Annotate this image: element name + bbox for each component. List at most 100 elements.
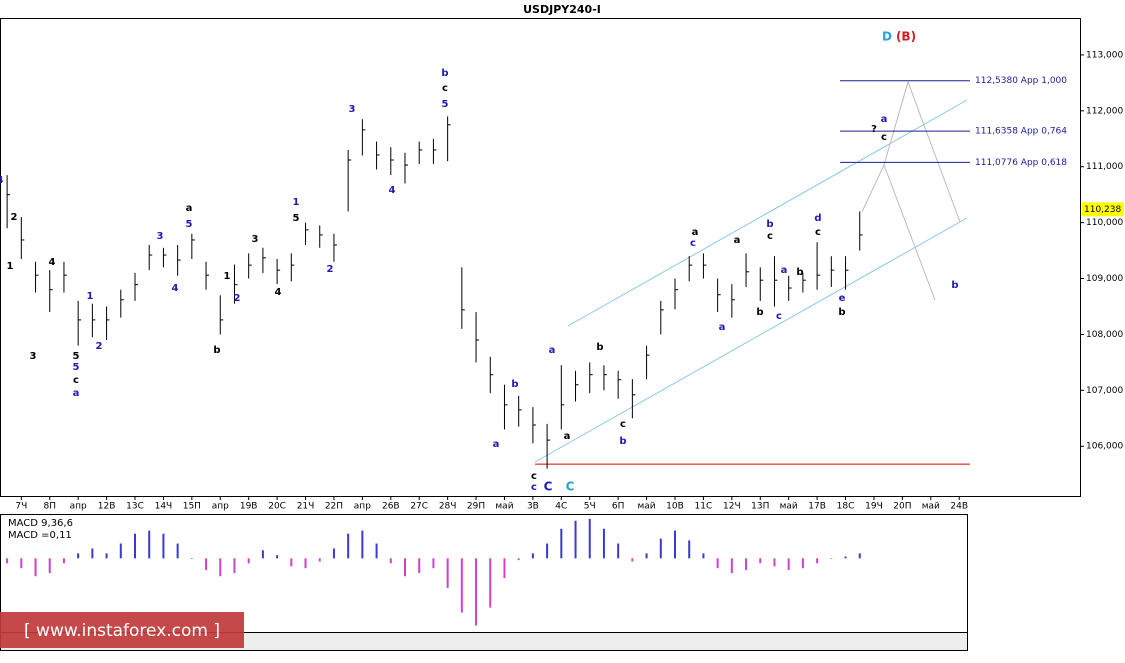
- level-label: 111,6358 App 0,764: [975, 127, 1067, 137]
- wave-label: e: [839, 293, 846, 304]
- wave-label: 4: [275, 287, 282, 298]
- macd-bar: [446, 558, 449, 588]
- x-tick-label: 11С: [695, 502, 713, 512]
- macd-bar: [404, 558, 406, 577]
- x-tick-label: 19Ч: [865, 502, 883, 512]
- wave-label: 1: [293, 197, 300, 208]
- wave-label: c: [531, 471, 537, 482]
- wave-label: 5: [73, 362, 80, 373]
- macd-bar: [304, 558, 307, 569]
- wave-label: c: [73, 375, 79, 386]
- wave-label: c: [442, 83, 448, 94]
- macd-bar: [62, 558, 65, 564]
- wave-label: 4: [389, 185, 396, 196]
- macd-bar: [674, 530, 676, 559]
- wave-label: b: [511, 379, 518, 390]
- x-tick-label: 12В: [98, 502, 116, 512]
- wave-label: 3: [30, 351, 37, 362]
- wave-label: a: [549, 345, 556, 356]
- macd-bar: [247, 558, 250, 564]
- wave-label: 2: [327, 264, 334, 275]
- macd-bar: [389, 558, 392, 564]
- macd-bar: [574, 520, 577, 559]
- macd-bar: [745, 558, 748, 570]
- macd-bar: [347, 533, 350, 559]
- macd-bar: [34, 558, 37, 577]
- macd-bar: [219, 558, 222, 577]
- macd-bar: [432, 558, 435, 569]
- wave-label: 5: [186, 219, 193, 230]
- macd-bar: [48, 558, 51, 574]
- macd-bar: [77, 553, 80, 559]
- channel: [534, 99, 968, 463]
- macd-value: MACD =0,11: [8, 530, 72, 541]
- macd-bar: [20, 558, 23, 569]
- macd-bar: [460, 558, 463, 613]
- macd-bar: [787, 558, 790, 570]
- macd-bar: [205, 558, 208, 570]
- price-frame: [0, 18, 1081, 497]
- x-tick-label: 8П: [43, 502, 56, 512]
- x-tick-label: 20П: [893, 502, 911, 512]
- macd-bar: [659, 538, 662, 559]
- macd-bar: [631, 558, 634, 562]
- x-tick-label: 22П: [325, 502, 343, 512]
- macd-bar: [162, 533, 165, 559]
- macd-bar: [702, 553, 705, 559]
- macd-bar: [716, 558, 719, 569]
- x-tick-label: 7Ч: [15, 502, 27, 512]
- chart-title: USDJPY240-I: [523, 3, 601, 16]
- macd-bar: [190, 558, 193, 559]
- wave-label: 3: [349, 104, 356, 115]
- macd-bar: [176, 543, 179, 559]
- wave-label: 3: [157, 231, 164, 242]
- macd-bar: [489, 558, 492, 608]
- x-tick-label: 24В: [950, 502, 968, 512]
- macd-bar: [361, 530, 364, 559]
- projection-path: [861, 80, 961, 223]
- wave-label: (B): [896, 30, 916, 44]
- wave-label: a: [734, 235, 741, 246]
- projection-alt: [883, 164, 936, 301]
- macd-bar: [858, 553, 861, 559]
- wave-label: 4: [49, 257, 56, 268]
- x-tick-label: 26В: [382, 502, 400, 512]
- wave-label: b: [756, 307, 763, 318]
- macd-bar: [6, 558, 9, 564]
- macd-bar: [759, 558, 762, 564]
- wave-label: c: [815, 227, 821, 238]
- macd-bar: [503, 558, 506, 579]
- macd-bar: [588, 518, 591, 559]
- macd-bar: [844, 556, 847, 559]
- channel-lower: [534, 217, 968, 463]
- macd-bar: [276, 555, 279, 559]
- wave-label: c: [881, 132, 887, 143]
- x-tick-label: 13С: [126, 502, 144, 512]
- last-price-label: 110,238: [1084, 205, 1121, 215]
- wave-label: C: [566, 480, 575, 494]
- wave-label: a: [73, 388, 80, 399]
- level-label: 111,0776 App 0,618: [975, 158, 1067, 168]
- x-tick-label: 19В: [240, 502, 258, 512]
- x-tick-label: май: [780, 502, 798, 512]
- y-tick-label: 108,000: [1086, 330, 1123, 340]
- macd-bar: [531, 553, 534, 559]
- wave-label: 1: [87, 291, 94, 302]
- wave-label: 2: [11, 212, 18, 223]
- x-tick-label: 6П: [612, 502, 625, 512]
- y-tick-label: 106,000: [1086, 442, 1123, 452]
- x-tick-label: 10В: [666, 502, 684, 512]
- macd-bar: [801, 558, 804, 569]
- wave-label: a: [781, 265, 788, 276]
- macd-title: MACD 9,36,6: [8, 518, 73, 529]
- x-tick-label: 15П: [183, 502, 201, 512]
- wave-label: a: [493, 439, 500, 450]
- wave-label: D: [882, 30, 892, 44]
- wave-label: 4: [172, 283, 179, 294]
- macd-bar: [830, 558, 833, 559]
- macd-bar: [688, 540, 691, 559]
- wave-label: b: [619, 436, 626, 447]
- macd-bar: [816, 558, 819, 564]
